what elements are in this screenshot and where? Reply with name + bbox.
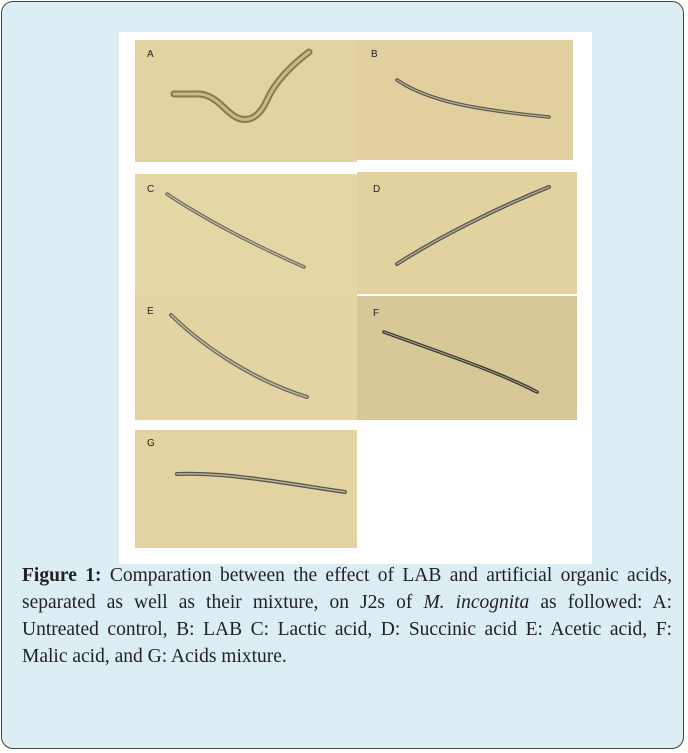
panel bbox=[135, 294, 357, 420]
panel bbox=[357, 296, 577, 420]
panel-label: A bbox=[147, 49, 154, 60]
species-name: M. incognita bbox=[423, 592, 530, 613]
caption: Figure 1: Comparation between the effect… bbox=[22, 562, 672, 670]
panel-label: D bbox=[373, 184, 380, 195]
caption-text: as followed: A: Untreated control, B: LA… bbox=[22, 592, 672, 667]
caption-label: Figure 1: bbox=[22, 565, 102, 586]
caption-text: Comparation between the effect of LAB an… bbox=[22, 565, 672, 613]
panel-label: E bbox=[147, 306, 154, 317]
panel-label: B bbox=[371, 49, 378, 60]
panel bbox=[135, 40, 357, 162]
panel-label: F bbox=[373, 308, 379, 319]
panel bbox=[135, 174, 357, 294]
panel-label: C bbox=[147, 184, 154, 195]
figure-image: A B C D E F G bbox=[119, 32, 592, 564]
specimens bbox=[165, 48, 551, 494]
panel bbox=[357, 40, 573, 160]
panel-label: G bbox=[147, 438, 155, 449]
